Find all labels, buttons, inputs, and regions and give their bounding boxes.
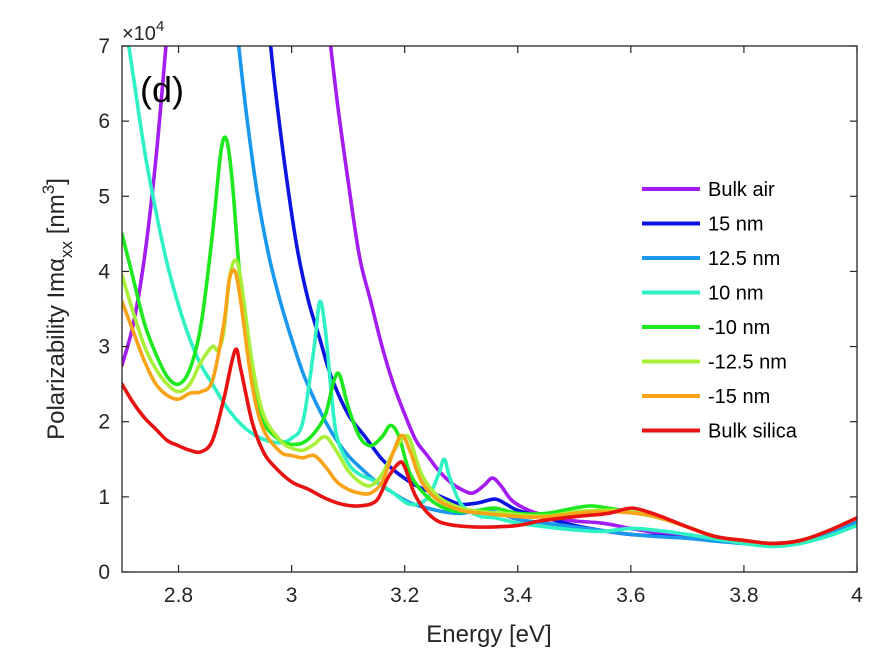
legend-label: Bulk silica	[708, 421, 798, 443]
legend-label: 10 nm	[708, 283, 764, 305]
series-line-3	[236, 46, 857, 548]
x-tick-label: 3	[286, 584, 298, 607]
series-line-4	[126, 46, 857, 549]
series-line-8	[122, 347, 857, 546]
x-tick-label: 3.8	[729, 584, 758, 607]
y-tick-label: 5	[98, 185, 110, 208]
series-line-0	[122, 46, 168, 368]
legend-label: -12.5 nm	[708, 352, 787, 374]
y-multiplier-exponent: 4	[156, 18, 164, 35]
panel-label: (d)	[140, 69, 184, 110]
y-tick-label: 3	[98, 336, 110, 359]
y-tick-label: 6	[98, 110, 110, 133]
x-tick-label: 4	[851, 584, 863, 607]
y-axis-title-unit: [nm	[43, 194, 70, 241]
y-tick-label: 2	[98, 411, 110, 434]
x-axis-title: Energy [eV]	[426, 621, 551, 648]
y-axis-title-unit-close: ]	[43, 178, 70, 185]
y-axis-title-sub: xx	[57, 240, 76, 258]
x-tick-label: 3.6	[616, 584, 645, 607]
y-multiplier: ×104	[122, 18, 164, 45]
x-tick-label: 2.8	[164, 584, 193, 607]
y-tick-label: 7	[98, 35, 110, 58]
legend-label: Bulk air	[708, 179, 775, 201]
x-tick-label: 3.4	[503, 584, 533, 607]
legend: Bulk air 15 nm 12.5 nm 10 nm -10 nm -12.5 nm -…	[642, 179, 798, 443]
plot-frame	[121, 45, 858, 573]
y-tick-label: 4	[98, 260, 110, 283]
x-tick-label: 3.2	[390, 584, 419, 607]
y-tick-label: 1	[98, 486, 110, 509]
legend-label: -15 nm	[708, 386, 770, 408]
y-tick-label: 0	[98, 561, 110, 584]
y-axis-title-unit-exp: 3	[39, 185, 58, 194]
plot-background	[122, 46, 857, 572]
legend-label: 12.5 nm	[708, 248, 780, 270]
y-axis-title: Polarizability Imαxx [nm3]	[39, 178, 76, 440]
legend-label: 15 nm	[708, 214, 764, 236]
series-line-7	[122, 267, 857, 546]
legend-label: -10 nm	[708, 317, 770, 339]
